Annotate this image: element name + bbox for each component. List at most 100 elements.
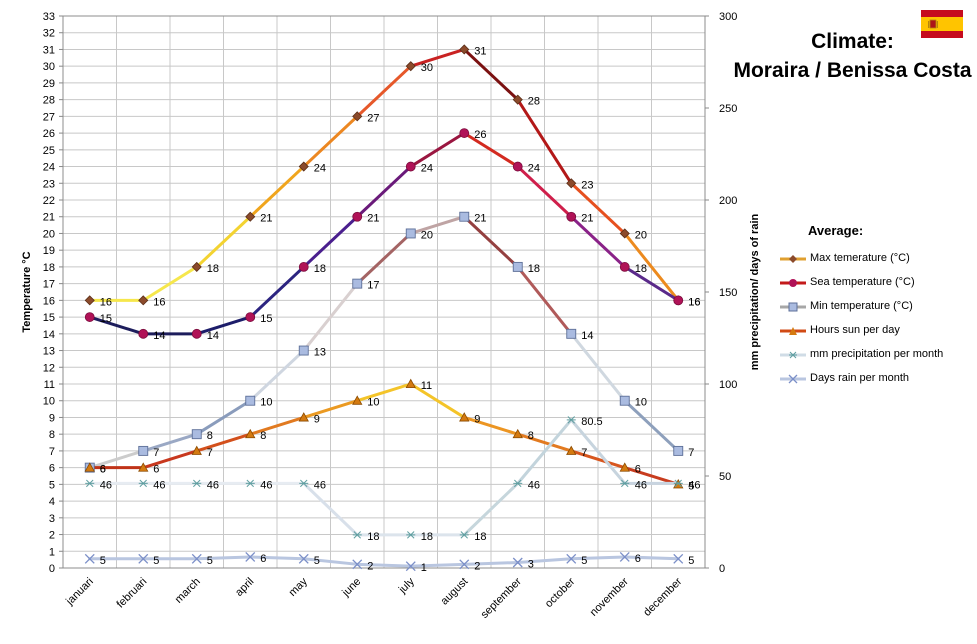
data-point-sea-temperature-c	[512, 161, 523, 172]
series-segment-hours-sun-per-day	[141, 449, 199, 470]
y-tick-label: 24	[43, 162, 55, 174]
series-segment-max-temerature-c	[141, 265, 199, 302]
series-segment-days-rain-per-month	[462, 560, 520, 566]
data-point-max-temerature-c	[298, 161, 309, 172]
x-tick-label: december	[641, 575, 684, 618]
y2-tick-label: 100	[719, 379, 737, 391]
data-label-min-temperature-c: 10	[635, 397, 647, 409]
x-tick-label: november	[588, 575, 631, 618]
data-label-mm-precipitation-per-month: 46	[635, 479, 647, 491]
data-label-sea-temperature-c: 14	[207, 330, 219, 342]
data-point-days-rain-per-month	[512, 557, 523, 568]
data-label-min-temperature-c: 7	[153, 447, 159, 459]
legend-label: mm precipitation per month	[810, 348, 944, 360]
data-point-max-temerature-c	[405, 61, 416, 72]
series-segment-max-temerature-c	[248, 165, 306, 219]
data-label-hours-sun-per-day: 9	[474, 413, 480, 425]
y-tick-label: 3	[49, 513, 55, 525]
data-label-min-temperature-c: 14	[581, 330, 593, 342]
series-segment-hours-sun-per-day	[516, 432, 573, 453]
data-point-sea-temperature-c	[673, 295, 684, 306]
y-tick-label: 19	[43, 245, 55, 257]
data-point-min-temperature-c	[619, 395, 630, 406]
data-label-sea-temperature-c: 14	[153, 330, 165, 342]
data-label-days-rain-per-month: 5	[207, 555, 213, 567]
data-label-min-temperature-c: 13	[314, 347, 326, 359]
series-segment-days-rain-per-month	[195, 555, 252, 561]
data-point-mm-precipitation-per-month	[352, 531, 362, 539]
data-label-min-temperature-c: 7	[688, 447, 694, 459]
data-label-max-temerature-c: 16	[100, 296, 112, 308]
series-segment-mm-precipitation-per-month	[516, 418, 573, 485]
y-tick-label: 7	[49, 446, 55, 458]
data-label-max-temerature-c: 20	[635, 229, 647, 241]
x-tick-label: august	[439, 576, 471, 608]
data-point-sea-temperature-c	[405, 161, 416, 172]
series-segment-max-temerature-c	[462, 47, 520, 102]
data-label-max-temerature-c: 16	[688, 296, 700, 308]
data-label-mm-precipitation-per-month: 18	[474, 531, 486, 543]
data-point-hours-sun-per-day	[191, 445, 202, 455]
data-label-mm-precipitation-per-month: 46	[207, 479, 219, 491]
data-label-days-rain-per-month: 2	[367, 560, 373, 572]
data-point-mm-precipitation-per-month	[673, 479, 683, 488]
y-tick-label: 27	[43, 111, 55, 123]
data-point-hours-sun-per-day	[138, 462, 149, 472]
data-label-max-temerature-c: 27	[367, 112, 379, 124]
data-point-mm-precipitation-per-month	[406, 531, 416, 539]
data-point-mm-precipitation-per-month	[245, 479, 255, 488]
data-label-days-rain-per-month: 6	[635, 553, 641, 565]
y-tick-label: 5	[49, 479, 55, 491]
y-axis-title: Temperature °C	[21, 251, 33, 332]
data-point-hours-sun-per-day	[405, 378, 416, 389]
chart-title-line1: Climate:	[811, 30, 894, 53]
data-point-hours-sun-per-day	[619, 462, 630, 472]
data-point-mm-precipitation-per-month	[459, 531, 469, 539]
data-label-hours-sun-per-day: 9	[314, 413, 320, 425]
data-label-mm-precipitation-per-month: 80.5	[581, 416, 602, 428]
series-segment-sea-temperature-c	[355, 165, 413, 219]
data-label-days-rain-per-month: 2	[474, 560, 480, 572]
data-point-hours-sun-per-day	[566, 445, 577, 455]
legend-label: Max temerature (°C)	[810, 252, 910, 264]
data-point-max-temerature-c	[566, 178, 577, 189]
data-label-hours-sun-per-day: 5	[688, 480, 694, 492]
series-segment-min-temperature-c	[462, 215, 520, 269]
data-label-min-temperature-c: 8	[207, 430, 213, 442]
data-point-max-temerature-c	[619, 228, 630, 239]
series-segment-mm-precipitation-per-month	[569, 418, 627, 485]
legend-label: Sea temperature (°C)	[810, 276, 915, 288]
y-tick-label: 13	[43, 346, 55, 358]
data-label-days-rain-per-month: 5	[100, 555, 106, 567]
data-point-sea-temperature-c	[566, 211, 577, 222]
y-tick-label: 28	[43, 95, 55, 107]
series-segment-sea-temperature-c	[569, 215, 627, 269]
data-label-mm-precipitation-per-month: 46	[153, 479, 165, 491]
y-tick-label: 15	[43, 312, 55, 324]
data-point-max-temerature-c	[138, 295, 149, 306]
series-segment-max-temerature-c	[569, 181, 627, 235]
series-segment-days-rain-per-month	[409, 562, 466, 568]
y-tick-label: 4	[49, 496, 55, 508]
data-label-min-temperature-c: 6	[100, 464, 106, 476]
series-segment-hours-sun-per-day	[195, 432, 252, 453]
data-point-days-rain-per-month	[566, 553, 577, 564]
x-tick-label: may	[287, 575, 311, 599]
data-point-hours-sun-per-day	[459, 412, 470, 422]
legend-label: Min temperature (°C)	[810, 300, 913, 312]
data-point-mm-precipitation-per-month	[299, 479, 309, 488]
series-segment-hours-sun-per-day	[569, 449, 627, 470]
y-tick-label: 14	[43, 329, 55, 341]
data-label-hours-sun-per-day: 7	[581, 447, 587, 459]
y-tick-label: 16	[43, 295, 55, 307]
data-point-days-rain-per-month	[405, 561, 416, 572]
data-label-hours-sun-per-day: 10	[367, 397, 379, 409]
y-tick-label: 10	[43, 396, 55, 408]
data-point-max-temerature-c	[352, 111, 363, 122]
x-tick-label: march	[173, 576, 203, 606]
data-point-max-temerature-c	[191, 261, 202, 272]
data-label-hours-sun-per-day: 6	[100, 464, 106, 476]
data-point-mm-precipitation-per-month	[513, 479, 523, 488]
y-tick-label: 32	[43, 28, 55, 40]
data-point-days-rain-per-month	[191, 553, 202, 564]
